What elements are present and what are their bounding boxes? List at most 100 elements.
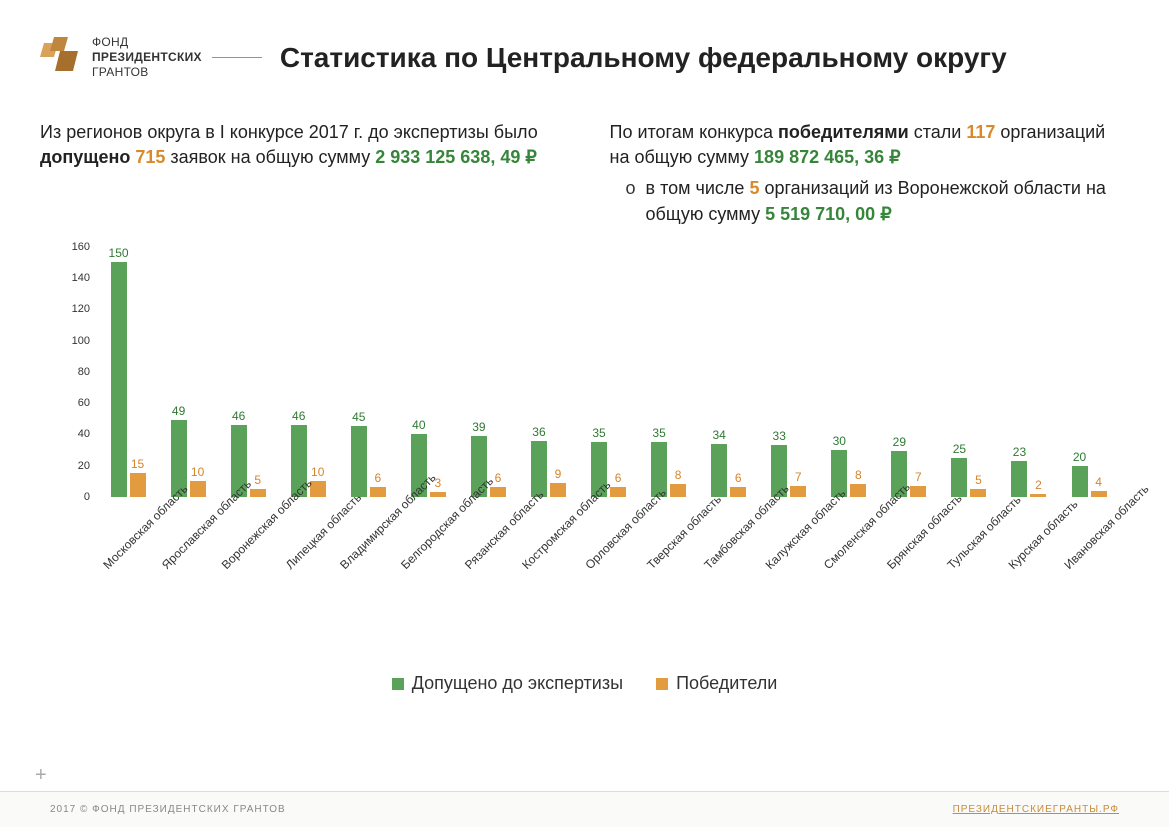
- intro-left: Из регионов округа в I конкурсе 2017 г. …: [40, 120, 560, 227]
- x-axis: Московская областьЯрославская областьВор…: [98, 505, 1119, 635]
- bar-value-label: 35: [652, 426, 665, 440]
- bar: 4: [1091, 491, 1107, 497]
- bar: 36: [531, 441, 547, 497]
- bar-group: 39 6: [458, 247, 518, 497]
- bar-value-label: 10: [311, 465, 324, 479]
- bar: 34: [711, 444, 727, 497]
- bar: 45: [351, 426, 367, 496]
- bar-group: 33 7: [759, 247, 819, 497]
- y-tick: 40: [78, 428, 90, 440]
- bar-value-label: 8: [675, 468, 682, 482]
- y-tick: 0: [84, 491, 90, 503]
- bar: 6: [370, 487, 386, 496]
- bar-value-label: 4: [1095, 475, 1102, 489]
- plot-area: 1501549104654610456403396369356358346337…: [98, 247, 1119, 497]
- bar-group: 35 6: [579, 247, 639, 497]
- bar: 9: [550, 483, 566, 497]
- footer: 2017 © ФОНД ПРЕЗИДЕНТСКИХ ГРАНТОВ ПРЕЗИД…: [0, 791, 1169, 827]
- header: ФОНД ПРЕЗИДЕНТСКИХ ГРАНТОВ Статистика по…: [0, 0, 1169, 90]
- bar-value-label: 34: [712, 428, 725, 442]
- bar-group: 346: [699, 247, 759, 497]
- bar-value-label: 5: [975, 473, 982, 487]
- bar-group: 25 5: [939, 247, 999, 497]
- bar-group: 49 10: [158, 247, 218, 497]
- bar-group: 204: [1059, 247, 1119, 497]
- bar-value-label: 40: [412, 418, 425, 432]
- legend: Допущено до экспертизы Победители: [40, 673, 1129, 695]
- bar-value-label: 2: [1035, 478, 1042, 492]
- bar-value-label: 45: [352, 410, 365, 424]
- bar-value-label: 35: [592, 426, 605, 440]
- plus-icon: +: [35, 764, 47, 787]
- bar: 15: [130, 473, 146, 496]
- bar: 10: [190, 481, 206, 497]
- bar-value-label: 46: [232, 409, 245, 423]
- y-tick: 20: [78, 460, 90, 472]
- bar-value-label: 7: [795, 470, 802, 484]
- bar-group: 35 8: [639, 247, 699, 497]
- bar: 7: [790, 486, 806, 497]
- bar: 6: [610, 487, 626, 496]
- bar-value-label: 49: [172, 404, 185, 418]
- bar-chart: 020406080100120140160 150154910465461045…: [40, 247, 1129, 647]
- bar-group: 30 8: [819, 247, 879, 497]
- y-tick: 160: [72, 241, 90, 253]
- bar: 8: [670, 484, 686, 497]
- bar-value-label: 6: [374, 471, 381, 485]
- bar-group: 46 10: [278, 247, 338, 497]
- bar: 3: [430, 492, 446, 497]
- bar-value-label: 20: [1073, 450, 1086, 464]
- y-tick: 120: [72, 303, 90, 315]
- bar-value-label: 29: [893, 435, 906, 449]
- footer-left: 2017 © ФОНД ПРЕЗИДЕНТСКИХ ГРАНТОВ: [50, 804, 286, 815]
- bar-value-label: 46: [292, 409, 305, 423]
- bar-group: 29 7: [879, 247, 939, 497]
- bar: 6: [490, 487, 506, 496]
- bar-value-label: 6: [615, 471, 622, 485]
- bar-group: 232: [999, 247, 1059, 497]
- y-tick: 140: [72, 272, 90, 284]
- bar-value-label: 30: [833, 434, 846, 448]
- bar-group: 369: [518, 247, 578, 497]
- divider: [212, 57, 262, 58]
- legend-item: Победители: [656, 673, 777, 694]
- page-title: Статистика по Центральному федеральному …: [280, 42, 1007, 74]
- logo: ФОНД ПРЕЗИДЕНТСКИХ ГРАНТОВ: [40, 35, 202, 80]
- bar-value-label: 23: [1013, 445, 1026, 459]
- bar-group: 46 5: [218, 247, 278, 497]
- intro-right: По итогам конкурса победителями стали 11…: [610, 120, 1130, 227]
- y-tick: 100: [72, 335, 90, 347]
- intro: Из регионов округа в I конкурсе 2017 г. …: [0, 90, 1169, 237]
- logo-icon: [40, 37, 82, 79]
- bar: 5: [970, 489, 986, 497]
- bar-group: 456: [338, 247, 398, 497]
- y-tick: 80: [78, 366, 90, 378]
- bar: 8: [850, 484, 866, 497]
- bar-value-label: 8: [855, 468, 862, 482]
- bar-value-label: 7: [915, 470, 922, 484]
- bar-value-label: 15: [131, 457, 144, 471]
- bar-value-label: 9: [555, 467, 562, 481]
- bar-value-label: 36: [532, 425, 545, 439]
- bar-value-label: 10: [191, 465, 204, 479]
- bar-value-label: 6: [735, 471, 742, 485]
- bar-value-label: 5: [254, 473, 261, 487]
- bar: 150: [111, 262, 127, 496]
- bar: 23: [1011, 461, 1027, 497]
- bar-value-label: 25: [953, 442, 966, 456]
- bar: 6: [730, 487, 746, 496]
- bar-value-label: 33: [773, 429, 786, 443]
- bar-value-label: 150: [109, 246, 129, 260]
- y-tick: 60: [78, 397, 90, 409]
- bar: 2: [1030, 494, 1046, 497]
- legend-item: Допущено до экспертизы: [392, 673, 623, 694]
- footer-link[interactable]: ПРЕЗИДЕНТСКИЕГРАНТЫ.РФ: [953, 804, 1119, 815]
- logo-text: ФОНД ПРЕЗИДЕНТСКИХ ГРАНТОВ: [92, 35, 202, 80]
- bar: 7: [910, 486, 926, 497]
- bar-group: 40 3: [398, 247, 458, 497]
- bar-group: 15015: [98, 247, 158, 497]
- bar-value-label: 39: [472, 420, 485, 434]
- bar: 5: [250, 489, 266, 497]
- y-axis: 020406080100120140160: [40, 247, 98, 497]
- bar: 20: [1072, 466, 1088, 497]
